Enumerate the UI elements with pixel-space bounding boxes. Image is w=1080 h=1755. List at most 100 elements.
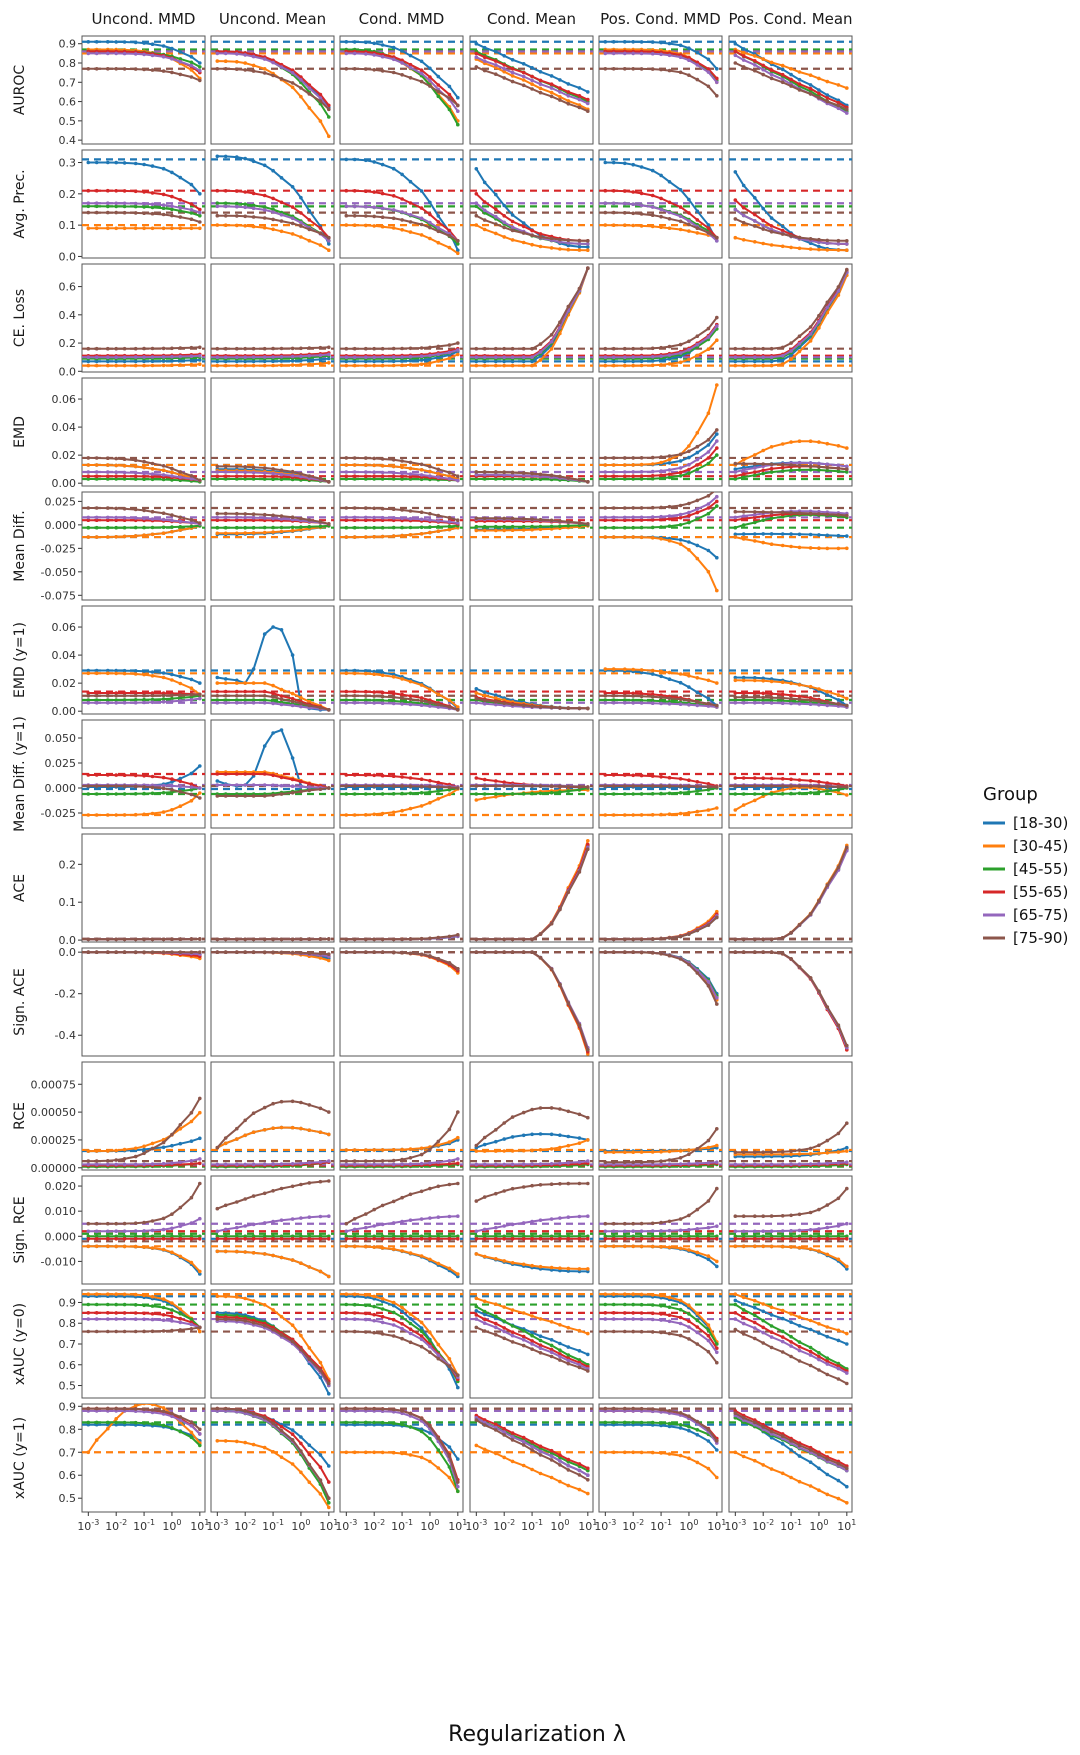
- y-tick-label: 0.0: [59, 250, 77, 263]
- data-point: [122, 937, 127, 942]
- data-point: [789, 681, 793, 686]
- data-point: [769, 542, 774, 546]
- data-point: [122, 773, 127, 777]
- data-point: [780, 465, 785, 470]
- data-point: [170, 194, 174, 199]
- data-point: [538, 705, 543, 709]
- data-point: [769, 68, 774, 72]
- data-point: [142, 533, 146, 537]
- data-point: [372, 41, 377, 46]
- data-point: [94, 671, 99, 676]
- data-point: [271, 210, 275, 214]
- data-point: [215, 470, 220, 474]
- data-point: [797, 349, 802, 354]
- data-point: [715, 806, 719, 810]
- data-point: [474, 192, 479, 196]
- data-point: [650, 346, 655, 351]
- data-point: [780, 228, 785, 233]
- data-point: [344, 359, 349, 364]
- data-point: [761, 471, 765, 476]
- data-point: [845, 239, 849, 243]
- data-point: [631, 784, 635, 788]
- data-point: [408, 62, 413, 67]
- data-point: [408, 65, 413, 70]
- data-point: [650, 505, 655, 510]
- data-point: [243, 950, 247, 954]
- data-point: [733, 467, 738, 472]
- data-point: [352, 477, 357, 481]
- data-point: [741, 54, 746, 58]
- data-point: [114, 792, 118, 796]
- data-point: [753, 798, 757, 803]
- data-point: [741, 532, 746, 536]
- data-point: [706, 502, 711, 506]
- data-point: [447, 515, 452, 520]
- data-point: [761, 223, 765, 228]
- data-point: [223, 689, 228, 694]
- data-point: [408, 346, 413, 351]
- data-point: [502, 220, 507, 225]
- data-point: [741, 698, 746, 702]
- data-point: [623, 40, 627, 44]
- data-point: [538, 517, 543, 522]
- data-point: [733, 355, 738, 360]
- data-point: [106, 226, 110, 231]
- data-point: [150, 691, 155, 695]
- y-tick-label: 0.2: [59, 858, 77, 871]
- y-tick-label: 0.4: [59, 134, 77, 147]
- data-point: [502, 63, 507, 67]
- data-point: [650, 784, 655, 788]
- data-point: [482, 359, 487, 364]
- data-point: [122, 525, 127, 530]
- data-point: [235, 214, 239, 218]
- data-point: [623, 698, 627, 702]
- data-point: [122, 226, 127, 231]
- data-point: [639, 670, 644, 675]
- data-point: [456, 521, 460, 525]
- data-point: [408, 358, 413, 363]
- data-point: [364, 773, 368, 777]
- data-point: [372, 68, 377, 72]
- data-point: [251, 63, 256, 68]
- data-point: [687, 46, 691, 50]
- data-point: [769, 792, 774, 796]
- data-point: [364, 813, 368, 817]
- data-point: [631, 698, 635, 702]
- data-point: [667, 68, 672, 73]
- data-point: [251, 512, 256, 516]
- data-point: [114, 204, 118, 209]
- data-point: [243, 515, 247, 520]
- data-point: [251, 215, 256, 219]
- data-point: [780, 77, 785, 82]
- data-point: [408, 213, 413, 217]
- data-point: [845, 534, 849, 538]
- data-point: [106, 694, 110, 698]
- data-point: [299, 525, 303, 529]
- data-point: [408, 776, 413, 780]
- data-point: [223, 531, 228, 536]
- data-point: [659, 936, 663, 941]
- data-point: [530, 78, 534, 83]
- data-point: [364, 363, 368, 368]
- data-point: [667, 210, 672, 215]
- data-point: [178, 363, 183, 367]
- data-point: [94, 201, 99, 205]
- data-point: [189, 217, 194, 221]
- data-point: [538, 90, 543, 95]
- data-point: [695, 334, 700, 339]
- data-point: [106, 355, 110, 360]
- data-point: [761, 355, 765, 360]
- data-point: [262, 694, 267, 698]
- data-point: [299, 86, 303, 90]
- data-point: [753, 532, 757, 536]
- data-point: [687, 790, 691, 794]
- data-point: [170, 474, 174, 478]
- data-point: [706, 223, 711, 227]
- data-point: [659, 67, 663, 72]
- data-point: [170, 170, 174, 175]
- data-point: [161, 355, 166, 359]
- data-point: [428, 525, 432, 529]
- data-point: [94, 691, 99, 695]
- data-point: [631, 792, 635, 796]
- data-point: [290, 216, 295, 221]
